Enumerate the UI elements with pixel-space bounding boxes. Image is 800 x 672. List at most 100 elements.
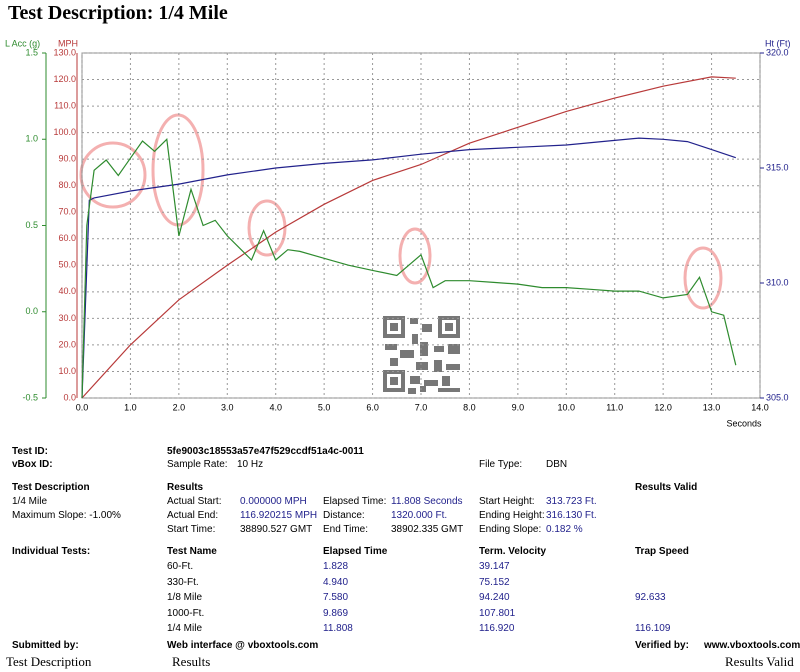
result-value: 313.723 Ft. <box>546 496 597 507</box>
test-value: 7.580 <box>323 592 349 603</box>
y-tick-label: 30.0 <box>58 313 76 323</box>
chart: 0.0 1.0 2.0 3.0 4.0 5.0 6.0 7.0 8.0 9.0 10.0 11.0 12… <box>5 38 791 428</box>
x-tick-label: 4.0 <box>269 402 282 412</box>
test-name: 1/4 Mile <box>167 623 203 634</box>
test-value: 92.633 <box>635 592 666 603</box>
result-label: Ending Height: <box>479 510 545 521</box>
test-value: 9.869 <box>323 607 349 619</box>
footer-text: Test Description <box>6 654 92 669</box>
y-axis-label: MPH <box>58 38 78 48</box>
y-tick-label: 60.0 <box>58 233 76 243</box>
qr-code <box>383 316 460 394</box>
y2-tick-label: 315.0 <box>766 162 789 172</box>
page-title: Test Description: 1/4 Mile <box>8 2 228 24</box>
label: Verified by: <box>635 640 689 651</box>
x-tick-label: 14.0 <box>751 402 769 412</box>
result-label: Start Time: <box>167 524 216 535</box>
x-tick-label: 5.0 <box>318 402 331 412</box>
x-tick-label: 0.0 <box>76 402 89 412</box>
y2-axis-label: Ht (Ft) <box>765 38 791 48</box>
section-label: Results <box>167 482 204 493</box>
y-tick-label: 70.0 <box>58 207 76 217</box>
y-tick-label: 100.0 <box>53 127 76 137</box>
annotations <box>79 113 723 310</box>
result-value: 11.808 Seconds <box>391 496 463 507</box>
value: Maximum Slope: -1.00% <box>12 510 121 521</box>
column-header: Trap Speed <box>635 546 689 557</box>
label: Sample Rate: <box>167 459 228 470</box>
test-value: 4.940 <box>323 576 349 588</box>
series-line <box>81 138 737 399</box>
result-value: 1320.000 Ft. <box>391 510 448 521</box>
y-tick-label: 0.0 <box>63 392 76 402</box>
series-line <box>81 76 736 399</box>
x-tick-label: 1.0 <box>124 402 137 412</box>
result-label: End Time: <box>323 524 369 535</box>
result-value: 116.920215 MPH <box>240 510 318 521</box>
result-label: Elapsed Time: <box>323 496 387 507</box>
value: Web interface @ vboxtools.com <box>167 640 319 651</box>
result-label: Distance: <box>323 510 365 521</box>
y-tick-label: 50.0 <box>58 260 76 270</box>
test-value: 116.109 <box>635 623 671 634</box>
column-header: Term. Velocity <box>479 546 547 557</box>
test-value: 94.240 <box>479 592 510 603</box>
result-label: Actual Start: <box>167 496 222 507</box>
result-label: Actual End: <box>167 510 219 521</box>
footer-text: Results Valid <box>725 654 794 669</box>
column-header: Elapsed Time <box>323 546 388 557</box>
section-label: Results Valid <box>635 482 698 493</box>
x-tick-label: 8.0 <box>463 402 476 412</box>
y3-tick-label: 1.5 <box>25 47 38 57</box>
result-value: 0.000000 MPH <box>240 496 307 507</box>
label: File Type: <box>479 459 523 470</box>
test-id: 5fe9003c18553a57e47f529ccdf51a4c-0011 <box>167 446 364 457</box>
result-label: Start Height: <box>479 496 535 507</box>
test-value: 107.801 <box>479 607 516 619</box>
test-value: 116.920 <box>479 623 515 634</box>
y-tick-label: 10.0 <box>58 366 76 376</box>
x-tick-label: 13.0 <box>703 402 721 412</box>
x-tick-label: 12.0 <box>654 402 672 412</box>
y-tick-label: 20.0 <box>58 339 76 349</box>
label: Submitted by: <box>12 640 79 651</box>
x-tick-label: 10.0 <box>558 402 576 412</box>
value: 10 Hz <box>237 459 264 470</box>
test-name: 1/8 Mile <box>167 592 203 603</box>
result-value: 316.130 Ft. <box>546 510 597 521</box>
test-value: 39.147 <box>479 561 510 572</box>
x-tick-label: 6.0 <box>366 402 379 412</box>
test-name: 330-Ft. <box>167 576 199 588</box>
footer-text: Results <box>172 654 211 669</box>
value: www.vboxtools.com <box>704 640 800 651</box>
x-tick-label: 7.0 <box>415 402 428 412</box>
y3-tick-label: 0.0 <box>25 306 38 316</box>
y3-tick-label: -0.5 <box>22 392 38 402</box>
test-value: 1.828 <box>323 561 349 572</box>
test-value: 11.808 <box>323 623 353 634</box>
label: Test ID: <box>12 446 48 457</box>
column-header: Test Name <box>167 546 217 557</box>
x-tick-label: 9.0 <box>512 402 525 412</box>
result-value: 38902.335 GMT <box>391 524 464 535</box>
x-tick-label: 11.0 <box>606 402 623 412</box>
y2-tick-label: 320.0 <box>766 47 789 57</box>
result-value: 0.182 % <box>546 524 583 535</box>
y3-axis-label: L Acc (g) <box>5 38 40 48</box>
test-name: 60-Ft. <box>167 561 194 572</box>
y3-tick-label: 1.0 <box>25 134 38 144</box>
y3-tick-label: 0.5 <box>25 220 38 230</box>
value: 1/4 Mile <box>12 496 48 507</box>
y2-tick-label: 305.0 <box>766 392 789 402</box>
section-label: Test Description <box>12 482 90 493</box>
y-tick-label: 130.0 <box>53 47 76 57</box>
test-name: 1000-Ft. <box>167 607 205 619</box>
x-axis-label: Seconds <box>726 418 762 428</box>
section-label: Individual Tests: <box>12 546 91 557</box>
series-line <box>81 137 736 399</box>
label: vBox ID: <box>12 459 53 470</box>
y-tick-label: 120.0 <box>53 74 76 84</box>
x-tick-label: 3.0 <box>221 402 234 412</box>
x-tick-label: 2.0 <box>173 402 186 412</box>
chart-layer: 0.0 1.0 2.0 3.0 4.0 5.0 6.0 7.0 8.0 9.0 10.0 11.0 12… <box>5 38 791 428</box>
